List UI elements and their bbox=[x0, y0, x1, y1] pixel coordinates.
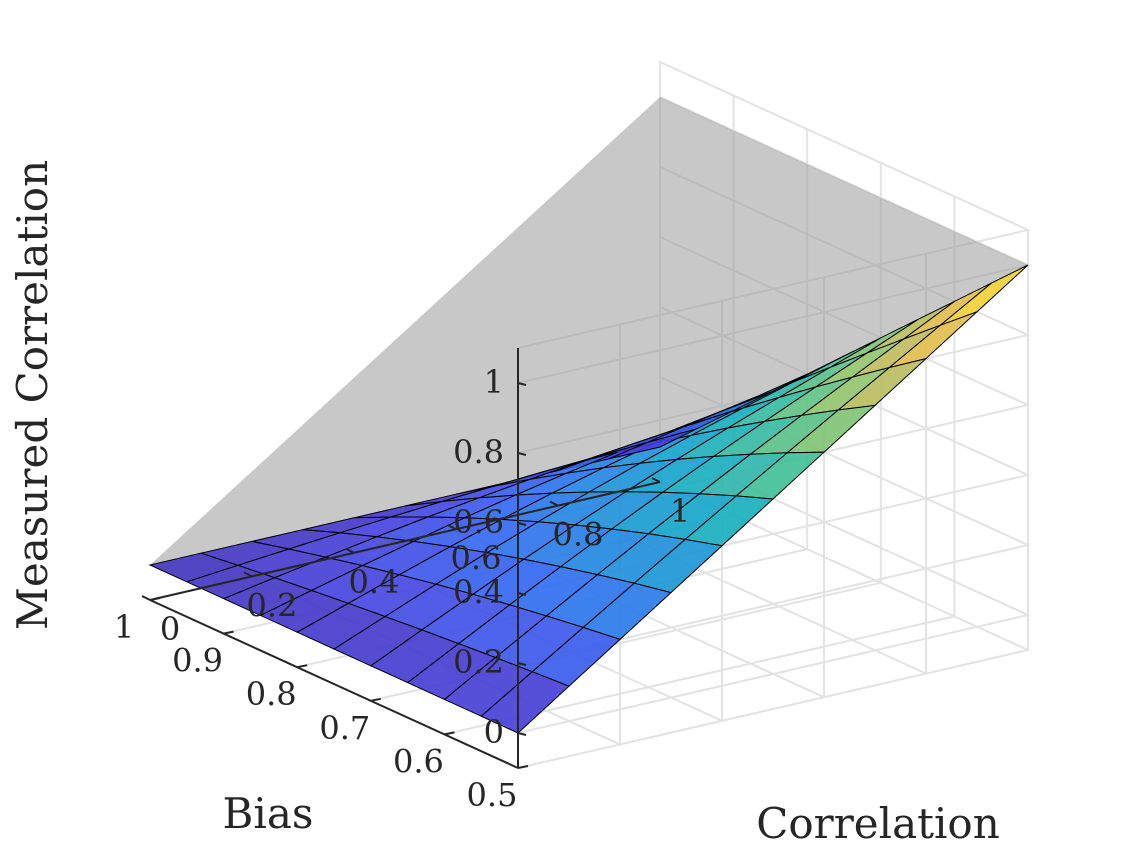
x-tick-label: 1 bbox=[114, 608, 134, 646]
surface-mesh bbox=[148, 264, 1029, 734]
z-axis-title: Measured Correlation bbox=[8, 160, 57, 630]
y-tick-label: 0 bbox=[160, 610, 180, 648]
y-tick bbox=[141, 595, 151, 601]
y-tick bbox=[447, 524, 457, 531]
y-tick bbox=[651, 477, 661, 483]
y-tick bbox=[345, 547, 355, 554]
x-tick-label: 0.9 bbox=[172, 642, 223, 680]
y-axis-line bbox=[149, 481, 661, 601]
x-tick bbox=[297, 664, 308, 669]
z-tick-label: 0.6 bbox=[453, 503, 504, 541]
z-tick-label: 0 bbox=[484, 713, 504, 751]
y-tick-label: 0.8 bbox=[553, 516, 604, 554]
z-tick bbox=[517, 382, 527, 386]
x-tick bbox=[370, 697, 381, 702]
z-tick-label: 0.8 bbox=[453, 433, 504, 471]
axes: 00.20.40.60.810.50.60.70.80.91 00.20.40.6… bbox=[114, 348, 690, 814]
z-tick bbox=[517, 522, 527, 526]
y-tick bbox=[243, 571, 253, 578]
y-tick-label: 0.2 bbox=[247, 586, 298, 624]
z-tick bbox=[517, 662, 527, 666]
y-tick bbox=[549, 500, 559, 507]
z-tick bbox=[517, 452, 527, 456]
x-tick bbox=[517, 765, 529, 769]
x-axis-line bbox=[149, 599, 519, 769]
x-tick bbox=[149, 597, 161, 601]
x-tick-label: 0.6 bbox=[393, 742, 444, 780]
x-tick-label: 0.8 bbox=[246, 675, 297, 713]
y-axis-title: Correlation bbox=[756, 799, 1000, 848]
z-tick-label: 0.2 bbox=[453, 643, 504, 681]
x-tick bbox=[223, 630, 234, 635]
x-axis-title: Bias bbox=[223, 789, 314, 838]
y-tick-label: 1 bbox=[670, 492, 690, 530]
x-tick bbox=[444, 731, 455, 736]
y-tick-label: 0.6 bbox=[451, 539, 502, 577]
z-tick bbox=[517, 592, 527, 596]
z-tick bbox=[517, 732, 527, 736]
surface-patch bbox=[148, 552, 240, 583]
x-tick-label: 0.5 bbox=[467, 776, 518, 814]
z-tick-label: 0.4 bbox=[453, 573, 504, 611]
z-tick-label: 1 bbox=[484, 363, 504, 401]
x-tick-label: 0.7 bbox=[319, 709, 370, 747]
y-tick-label: 0.4 bbox=[349, 563, 400, 601]
